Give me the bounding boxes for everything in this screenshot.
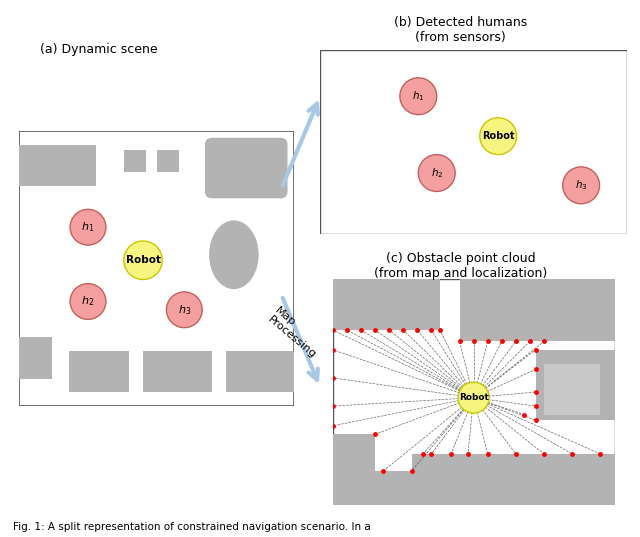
Circle shape [419,155,455,192]
Bar [143,351,212,393]
Text: $h_1$: $h_1$ [412,89,424,103]
Bar [412,454,614,505]
Text: Robot: Robot [459,393,488,402]
Bar [536,350,614,420]
Text: Map
Processing: Map Processing [266,306,325,360]
FancyBboxPatch shape [205,138,287,198]
Bar [333,279,440,330]
Text: Robot: Robot [482,131,515,141]
Bar [19,144,96,186]
Text: $h_3$: $h_3$ [575,178,588,192]
Text: (b) Detected humans
(from sensors): (b) Detected humans (from sensors) [394,16,527,44]
Bar [460,279,614,342]
Bar [333,434,375,505]
Circle shape [563,167,600,204]
Bar [375,471,412,505]
Text: $h_2$: $h_2$ [81,295,95,308]
Bar [157,150,179,172]
Text: Fig. 1: A split representation of constrained navigation scenario. In a: Fig. 1: A split representation of constr… [13,521,371,532]
Text: $h_2$: $h_2$ [431,166,443,180]
Bar [68,351,129,393]
Text: (a) Dynamic scene: (a) Dynamic scene [40,43,158,56]
Circle shape [480,118,516,155]
Text: $h_3$: $h_3$ [178,303,191,317]
Circle shape [70,209,106,245]
Text: Robot: Robot [125,255,161,265]
Circle shape [70,284,106,320]
Bar [19,337,52,379]
Bar [124,150,146,172]
Circle shape [166,292,202,328]
Text: $h_1$: $h_1$ [81,220,95,234]
Bar [544,364,600,415]
Bar [226,351,294,393]
Circle shape [400,78,436,115]
Text: (c) Obstacle point cloud
(from map and localization): (c) Obstacle point cloud (from map and l… [374,252,547,280]
Circle shape [124,241,163,279]
Circle shape [458,382,489,413]
Ellipse shape [209,220,259,289]
